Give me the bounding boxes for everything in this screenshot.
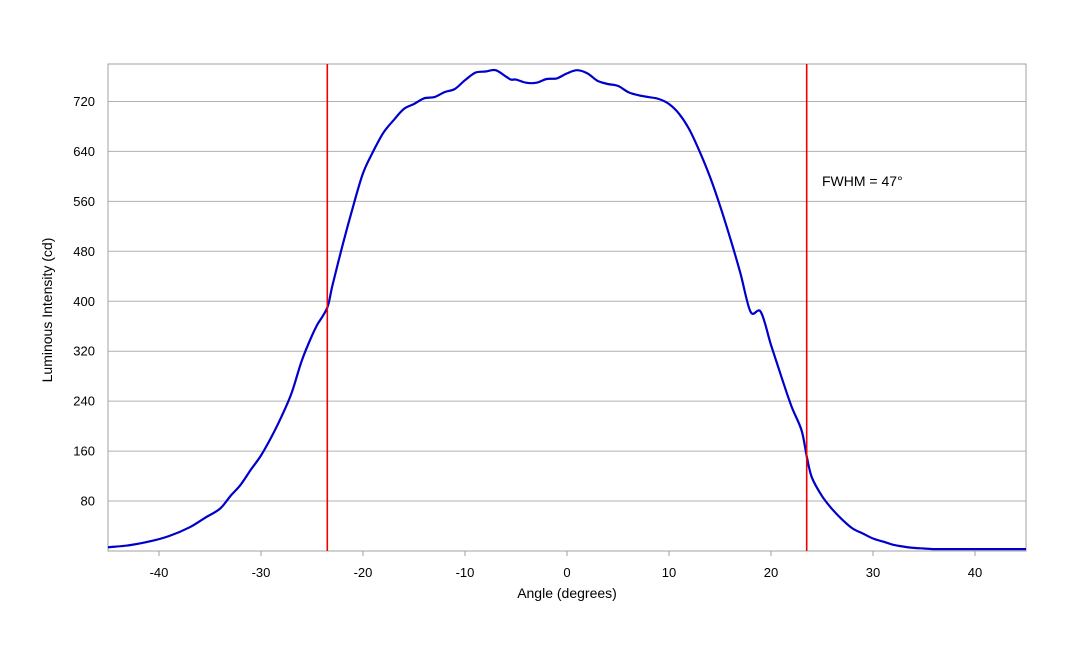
series-group xyxy=(107,68,1026,551)
x-tick-label: -20 xyxy=(354,565,373,580)
fwhm-markers xyxy=(326,64,808,551)
y-tick-label: 640 xyxy=(73,144,95,159)
y-tick-label: 400 xyxy=(73,294,95,309)
x-tick-label: 30 xyxy=(866,565,880,580)
y-tick-label: 480 xyxy=(73,244,95,259)
gridlines xyxy=(108,100,1026,502)
x-tick-label: 20 xyxy=(764,565,778,580)
y-tick-label: 240 xyxy=(73,394,95,409)
x-tick-label: -10 xyxy=(456,565,475,580)
x-tick-labels: -40 -30 -20 -10 0 10 20 30 40 xyxy=(150,551,982,580)
y-tick-label: 560 xyxy=(73,194,95,209)
y-tick-label: 80 xyxy=(81,494,95,509)
y-tick-label: 320 xyxy=(73,344,95,359)
x-tick-label: -40 xyxy=(150,565,169,580)
intensity-series-line xyxy=(107,68,1026,551)
x-tick-label: 0 xyxy=(563,565,570,580)
y-tick-label: 160 xyxy=(73,444,95,459)
x-tick-label: 10 xyxy=(662,565,676,580)
annotations: FWHM = 47° xyxy=(822,173,903,189)
plot-background xyxy=(108,64,1026,551)
x-tick-label: -30 xyxy=(252,565,271,580)
fwhm-annotation: FWHM = 47° xyxy=(822,173,903,189)
y-axis-title: Luminous Intensity (cd) xyxy=(39,238,55,383)
y-tick-label: 720 xyxy=(73,94,95,109)
y-tick-labels: 80 160 240 320 400 480 560 640 720 xyxy=(73,94,95,509)
x-axis-title: Angle (degrees) xyxy=(517,585,617,601)
x-tick-label: 40 xyxy=(968,565,982,580)
